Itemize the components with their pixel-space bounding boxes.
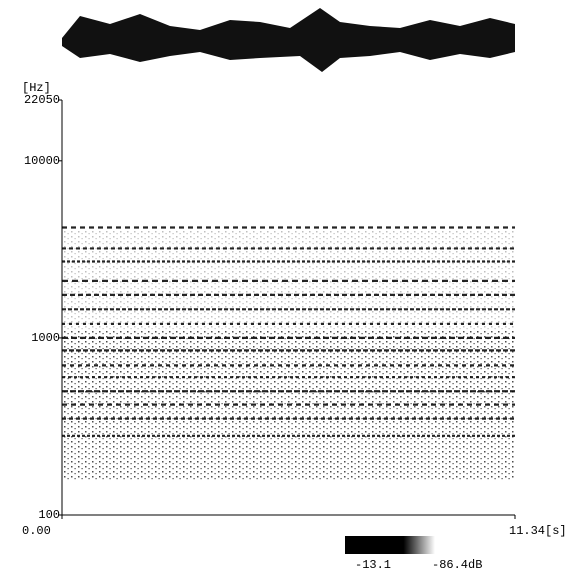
y-tick-label: 100 [38,508,60,522]
y-tick-label: 1000 [31,331,60,345]
waveform [62,8,515,72]
colorbar-label: -13.1 [355,558,391,572]
y-tick-label: 10000 [24,154,60,168]
x-tick-label: 0.00 [22,524,51,538]
x-tick-label: 11.34[s] [509,524,567,538]
y-tick-label: 22050 [24,93,60,107]
colorbar [345,536,435,554]
y-axis-label: [Hz] [22,81,51,95]
colorbar-label: -86.4dB [432,558,482,572]
